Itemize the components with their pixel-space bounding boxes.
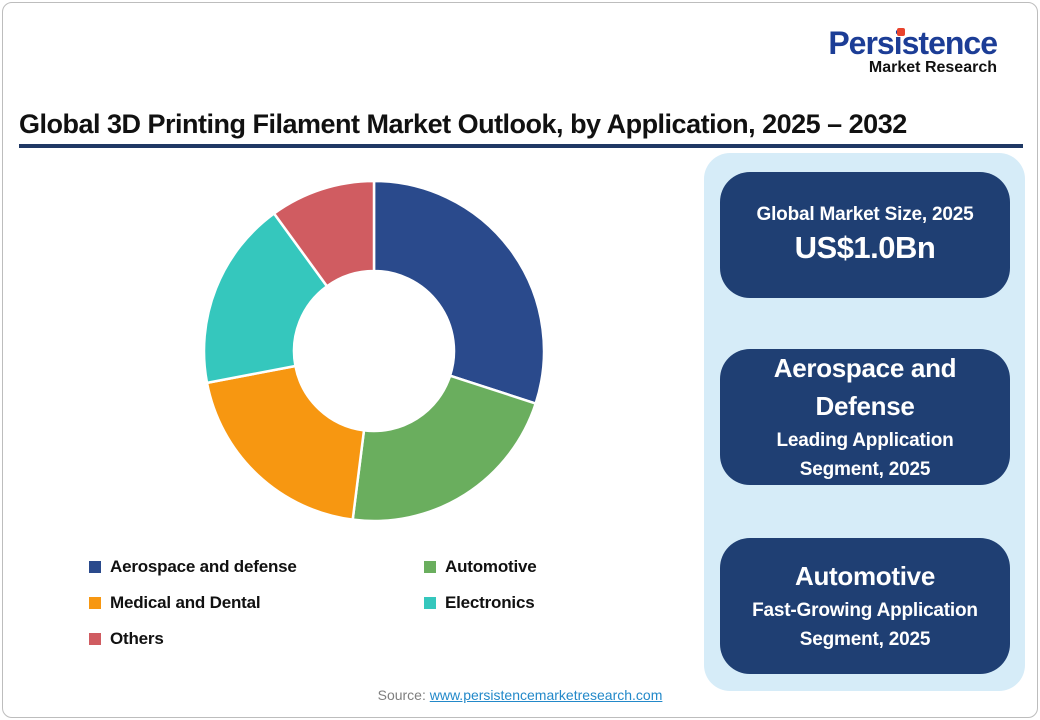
donut-segment-4 — [272, 179, 376, 288]
donut-chart — [202, 179, 546, 523]
legend-label: Automotive — [445, 557, 537, 576]
logo-subtitle: Market Research — [868, 59, 997, 76]
market-size-card: Global Market Size, 2025 US$1.0Bn — [720, 172, 1010, 298]
source-label: Source: — [377, 687, 426, 703]
donut-segment-2 — [205, 364, 366, 521]
legend-swatch-icon — [424, 597, 436, 609]
fast-growing-segment-name: Automotive — [794, 560, 935, 591]
leading-segment-card: Aerospace and Defense Leading Applicatio… — [720, 349, 1010, 485]
source-line: Source: www.persistencemarketresearch.co… — [3, 687, 1037, 703]
donut-segment-0 — [372, 179, 546, 405]
legend-label: Aerospace and defense — [110, 557, 297, 576]
legend-swatch-icon — [89, 597, 101, 609]
logo: Persistence Market Research — [828, 25, 998, 76]
legend-item-aerospace: Aerospace and defense — [89, 557, 424, 577]
legend-label: Electronics — [445, 593, 535, 612]
legend-label: Medical and Dental — [110, 593, 261, 612]
legend-item-automotive: Automotive — [424, 557, 649, 577]
legend-swatch-icon — [89, 633, 101, 645]
legend-swatch-icon — [89, 561, 101, 573]
legend-swatch-icon — [424, 561, 436, 573]
fast-growing-segment-card: Automotive Fast-Growing Application Segm… — [720, 538, 1010, 674]
donut-segment-3 — [202, 212, 329, 385]
source-link[interactable]: www.persistencemarketresearch.com — [429, 687, 663, 703]
market-size-value: US$1.0Bn — [794, 230, 936, 265]
title-underline — [19, 144, 1023, 148]
leading-segment-caption: Leading Application Segment, 2025 — [776, 430, 954, 480]
legend-label: Others — [110, 629, 164, 648]
logo-i-dot-icon — [897, 28, 906, 36]
legend-item-others: Others — [89, 629, 424, 649]
donut-segment-1 — [351, 374, 537, 523]
donut-chart-area — [192, 169, 556, 533]
market-size-label: Global Market Size, 2025 — [756, 204, 974, 225]
fast-growing-segment-caption: Fast-Growing Application Segment, 2025 — [752, 600, 978, 650]
highlight-panel: Global Market Size, 2025 US$1.0Bn Aerosp… — [704, 153, 1025, 691]
logo-brand-text: Persistence — [828, 25, 998, 61]
chart-legend: Aerospace and defense Automotive Medical… — [89, 549, 649, 657]
page-title: Global 3D Printing Filament Market Outlo… — [19, 109, 907, 139]
legend-item-medical: Medical and Dental — [89, 593, 424, 613]
legend-item-electronics: Electronics — [424, 593, 649, 613]
leading-segment-name: Aerospace and Defense — [773, 352, 957, 421]
